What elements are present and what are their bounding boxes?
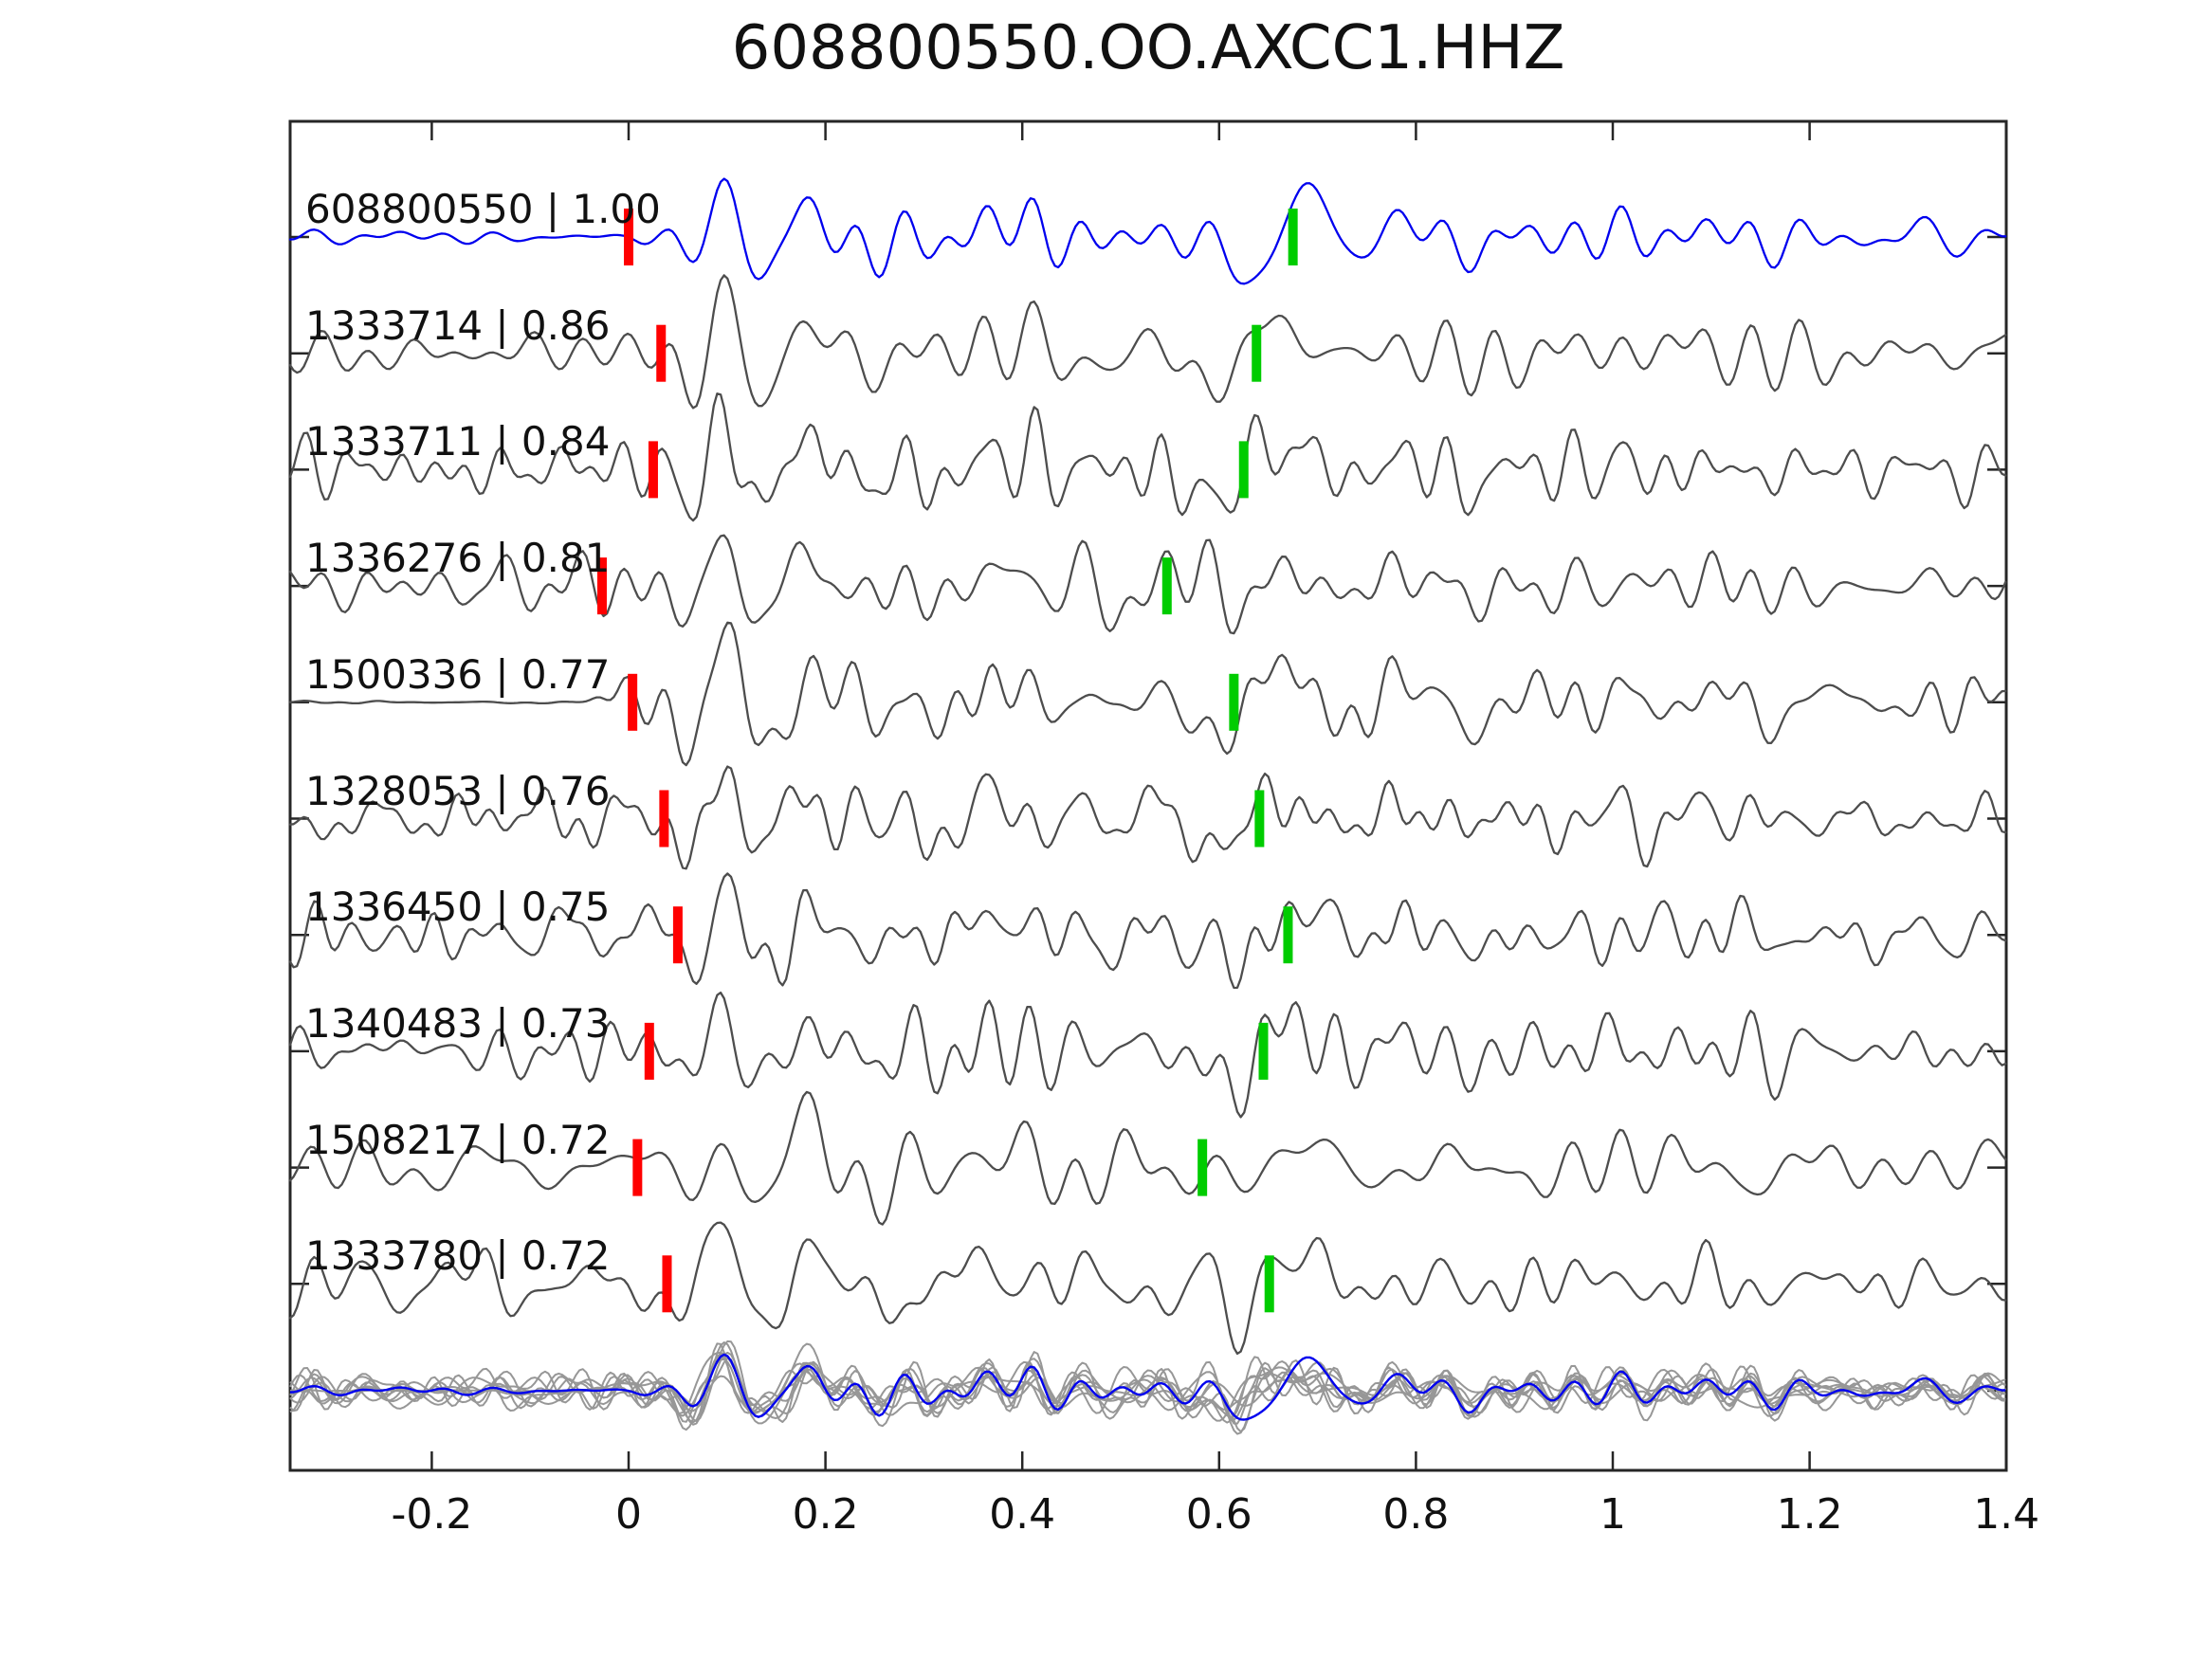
overlay-trace-1340483 [289,1353,2006,1433]
trace-label-608800550: 608800550 | 1.00 [305,186,661,232]
waveform-trace-1333714 [288,274,2007,410]
x-tick-label-0.4: 0.4 [989,1490,1056,1539]
trace-label-1508217: 1508217 | 0.72 [305,1116,611,1163]
plot-frame [288,119,2008,1472]
green-pick-marker [1288,209,1298,265]
figure-title: 608800550.OO.AXCC1.HHZ [731,13,1565,83]
x-tick-label-0: 0 [615,1490,642,1539]
green-pick-marker [1197,1139,1208,1196]
red-pick-marker [624,209,633,265]
overlay-trace-1336276 [289,1358,2007,1421]
red-pick-marker [628,673,638,731]
x-tick-label-0.6: 0.6 [1185,1490,1252,1539]
green-pick-marker [1254,790,1265,848]
red-pick-marker [648,441,658,499]
trace-label-1500336: 1500336 | 0.77 [305,650,611,698]
x-tick-label--0.2: -0.2 [391,1490,473,1539]
waveform-trace-1328053 [288,765,2007,870]
green-pick-marker [1258,1022,1269,1080]
red-pick-marker [662,1255,672,1313]
x-tick-label-0.8: 0.8 [1382,1490,1450,1539]
waveform-trace-1336276 [288,534,2007,635]
overlay-trace-1333714 [289,1341,2006,1426]
trace-label-1340483: 1340483 | 0.73 [305,999,611,1047]
waveform-trace-1500336 [288,621,2007,767]
green-pick-marker [1264,1255,1274,1313]
waveform-trace-1336450 [288,872,2007,990]
red-pick-marker [659,790,669,848]
waveform-trace-1333780 [288,1221,2007,1356]
x-tick-label-1.2: 1.2 [1776,1490,1843,1539]
trace-label-1333711: 1333711 | 0.84 [305,418,611,465]
red-pick-marker [596,557,607,615]
x-tick-label-0.2: 0.2 [792,1490,859,1539]
waveform-trace-1340483 [288,991,2007,1119]
green-pick-marker [1283,906,1293,964]
trace-label-1333714: 1333714 | 0.86 [305,301,611,349]
red-pick-marker [632,1139,643,1196]
trace-label-1333780: 1333780 | 0.72 [305,1232,611,1280]
waveform-trace-1333711 [288,392,2007,522]
trace-label-1336450: 1336450 | 0.75 [305,884,611,931]
overlay-trace-1336450 [289,1351,2006,1425]
x-tick-label-1: 1 [1600,1490,1626,1539]
red-pick-marker [656,324,667,382]
trace-label-1336276: 1336276 | 0.81 [305,535,611,582]
green-pick-marker [1252,324,1262,382]
green-pick-marker [1238,441,1249,499]
x-tick-label-1.4: 1.4 [1973,1490,2040,1539]
trace-label-1328053: 1328053 | 0.76 [305,767,611,814]
overlay-template-trace [289,1353,2006,1421]
waveform-trace-608800550 [288,177,2007,285]
waveform-trace-1508217 [288,1090,2007,1226]
red-pick-marker [644,1022,654,1080]
red-pick-marker [672,906,683,964]
green-pick-marker [1161,557,1172,615]
green-pick-marker [1229,673,1239,731]
